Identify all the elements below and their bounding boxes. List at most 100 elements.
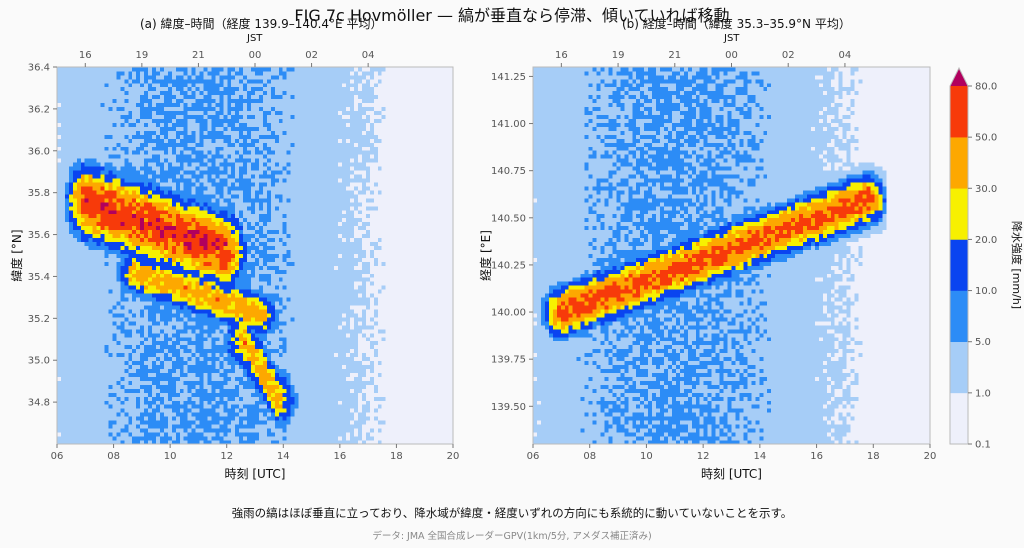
precip-cell bbox=[128, 190, 132, 194]
precip-cell bbox=[89, 301, 93, 305]
precip-cell bbox=[168, 134, 172, 138]
precip-cell bbox=[120, 373, 124, 377]
precip-cell bbox=[65, 373, 69, 377]
precip-cell bbox=[164, 234, 168, 238]
precip-cell bbox=[128, 424, 132, 428]
precip-cell bbox=[120, 146, 124, 150]
precip-cell bbox=[93, 424, 97, 428]
precip-cell bbox=[105, 134, 109, 138]
precip-cell bbox=[136, 234, 140, 238]
precip-cell bbox=[77, 373, 81, 377]
precip-cell bbox=[148, 83, 152, 87]
precip-cell bbox=[132, 321, 136, 325]
precip-cell bbox=[152, 123, 156, 127]
precip-cell bbox=[77, 214, 81, 218]
precip-cell bbox=[116, 428, 120, 432]
precip-cell bbox=[81, 396, 85, 400]
precip-cell bbox=[164, 166, 168, 170]
precip-cell bbox=[69, 242, 73, 246]
precip-cell bbox=[101, 238, 105, 242]
precip-cell bbox=[120, 95, 124, 99]
precip-cell bbox=[148, 265, 152, 269]
precip-cell bbox=[152, 87, 156, 91]
precip-cell bbox=[144, 404, 148, 408]
precip-cell bbox=[164, 230, 168, 234]
precip-cell bbox=[77, 91, 81, 95]
precip-cell bbox=[120, 269, 124, 273]
precip-cell bbox=[140, 309, 144, 313]
precip-cell bbox=[85, 123, 89, 127]
precip-cell bbox=[168, 198, 172, 202]
precip-cell bbox=[85, 158, 89, 162]
precip-cell bbox=[152, 210, 156, 214]
precip-cell bbox=[77, 75, 81, 79]
precip-cell bbox=[69, 381, 73, 385]
precip-cell bbox=[73, 79, 77, 83]
precip-cell bbox=[168, 281, 172, 285]
precip-cell bbox=[132, 392, 136, 396]
precip-cell bbox=[101, 257, 105, 261]
precip-cell bbox=[101, 281, 105, 285]
precip-cell bbox=[73, 83, 77, 87]
precip-cell bbox=[97, 365, 101, 369]
precip-cell bbox=[81, 150, 85, 154]
precip-cell bbox=[65, 242, 69, 246]
precip-cell bbox=[116, 230, 120, 234]
precip-cell bbox=[128, 333, 132, 337]
precip-cell bbox=[105, 420, 109, 424]
precip-cell bbox=[85, 107, 89, 111]
precip-cell bbox=[101, 202, 105, 206]
precip-cell bbox=[81, 67, 85, 71]
precip-cell bbox=[160, 134, 164, 138]
precip-cell bbox=[73, 95, 77, 99]
precip-cell bbox=[144, 174, 148, 178]
precip-cell bbox=[164, 388, 168, 392]
precip-cell bbox=[61, 226, 65, 230]
precip-cell bbox=[168, 392, 172, 396]
precip-cell bbox=[124, 79, 128, 83]
precip-cell bbox=[93, 392, 97, 396]
precip-cell bbox=[105, 436, 109, 440]
precip-cell bbox=[140, 412, 144, 416]
precip-cell bbox=[85, 150, 89, 154]
precip-cell bbox=[164, 130, 168, 134]
precip-cell bbox=[148, 301, 152, 305]
precip-cell bbox=[124, 365, 128, 369]
precip-cell bbox=[97, 182, 101, 186]
precip-cell bbox=[77, 261, 81, 265]
precip-cell bbox=[116, 321, 120, 325]
precip-cell bbox=[140, 269, 144, 273]
precip-cell bbox=[144, 246, 148, 250]
precip-cell bbox=[140, 190, 144, 194]
precip-cell bbox=[57, 257, 61, 261]
precip-cell bbox=[132, 388, 136, 392]
precip-cell bbox=[101, 71, 105, 75]
precip-cell bbox=[69, 309, 73, 313]
precip-cell bbox=[97, 277, 101, 281]
precip-cell bbox=[93, 281, 97, 285]
precip-cell bbox=[164, 67, 168, 71]
precip-cell bbox=[156, 83, 160, 87]
precip-cell bbox=[77, 297, 81, 301]
precip-cell bbox=[89, 408, 93, 412]
precip-cell bbox=[148, 202, 152, 206]
precip-cell bbox=[69, 289, 73, 293]
precip-cell bbox=[132, 365, 136, 369]
precip-cell bbox=[152, 369, 156, 373]
precip-cell bbox=[101, 365, 105, 369]
precip-cell bbox=[140, 218, 144, 222]
precip-cell bbox=[73, 103, 77, 107]
precip-cell bbox=[120, 99, 124, 103]
precip-cell bbox=[116, 75, 120, 79]
precip-cell bbox=[144, 230, 148, 234]
precip-cell bbox=[168, 146, 172, 150]
precip-cell bbox=[77, 111, 81, 115]
precip-cell bbox=[160, 214, 164, 218]
precip-cell bbox=[120, 150, 124, 154]
precip-cell bbox=[116, 424, 120, 428]
precip-cell bbox=[85, 305, 89, 309]
precip-cell bbox=[124, 325, 128, 329]
precip-cell bbox=[116, 277, 120, 281]
precip-cell bbox=[65, 91, 69, 95]
precip-cell bbox=[81, 293, 85, 297]
